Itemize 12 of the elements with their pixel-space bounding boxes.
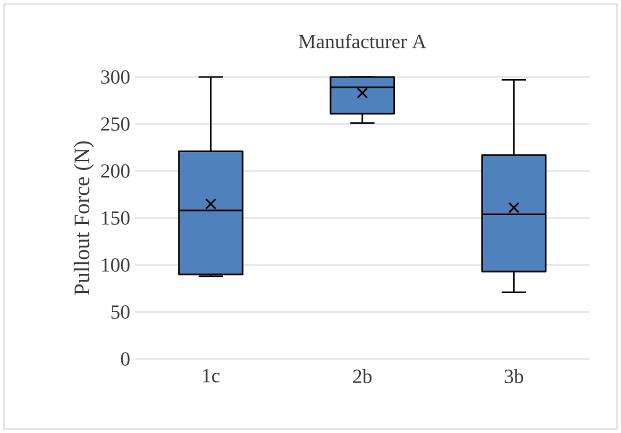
x-tick-label: 3b [504, 369, 524, 384]
y-tick-label: 250 [101, 117, 130, 131]
y-tick-label: 50 [111, 305, 130, 319]
y-tick-label: 0 [121, 352, 130, 366]
y-tick-label: 100 [102, 258, 130, 272]
y-tick-label: 300 [101, 70, 130, 84]
x-tick-label: 2b [353, 369, 372, 384]
chart-title: Manufacturer A [298, 34, 426, 48]
y-tick-label: 200 [101, 164, 130, 178]
y-tick-label: 150 [102, 211, 130, 225]
y-axis-title: Pullout Force (N) [74, 141, 94, 295]
x-tick-label: 1c [203, 369, 220, 382]
